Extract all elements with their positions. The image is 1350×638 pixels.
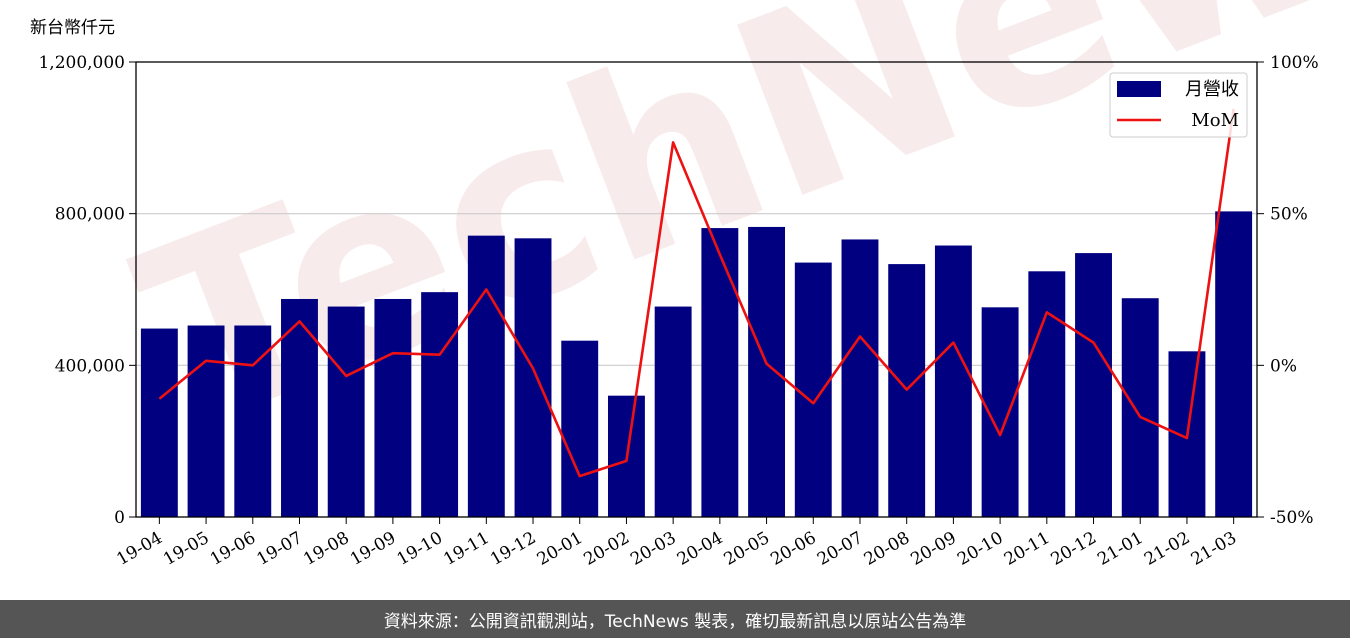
footer-text: 資料來源：公開資訊觀測站，TechNews 製表，確切最新訊息以原站公告為準 bbox=[383, 611, 967, 632]
x-tick-label-20-06: 20-06 bbox=[767, 528, 819, 570]
x-tick-label-19-12: 19-12 bbox=[487, 528, 539, 570]
y-left-tick-label: 800,000 bbox=[55, 205, 125, 225]
bar-19-08 bbox=[327, 306, 365, 517]
x-tick-label-19-10: 19-10 bbox=[394, 528, 446, 570]
mom-line bbox=[158, 108, 1235, 478]
x-tick-label-20-02: 20-02 bbox=[580, 528, 632, 570]
bar-20-03 bbox=[654, 306, 692, 517]
x-tick-label-19-11: 19-11 bbox=[440, 528, 492, 570]
y-left-tick-label: 400,000 bbox=[55, 356, 125, 376]
bar-19-10 bbox=[421, 292, 459, 517]
legend-label-line: MoM bbox=[1191, 110, 1239, 131]
left-axis: 0 400,000 800,000 1,200,000 bbox=[38, 53, 136, 528]
x-tick-label-19-09: 19-09 bbox=[347, 528, 399, 570]
y-right-tick-label: -50% bbox=[1270, 508, 1314, 528]
grid bbox=[136, 213, 1257, 366]
x-tick-label-20-11: 20-11 bbox=[1001, 528, 1053, 570]
bar-20-12 bbox=[1075, 253, 1112, 517]
legend: 月營收 MoM bbox=[1109, 72, 1248, 138]
y-left-tick-label: 0 bbox=[114, 508, 125, 528]
bar-20-01 bbox=[561, 340, 599, 517]
right-axis: -50% 0% 50% 100% bbox=[1257, 53, 1319, 528]
bar-21-01 bbox=[1121, 298, 1159, 517]
footer: 資料來源：公開資訊觀測站，TechNews 製表，確切最新訊息以原站公告為準 bbox=[0, 600, 1350, 638]
bar-20-05 bbox=[748, 226, 786, 517]
x-tick-label-20-10: 20-10 bbox=[954, 528, 1006, 570]
bar-19-06 bbox=[234, 325, 272, 517]
bar-20-06 bbox=[794, 262, 832, 517]
unit-label: 新台幣仟元 bbox=[30, 18, 115, 38]
bar-19-09 bbox=[374, 298, 412, 517]
bar-19-11 bbox=[467, 235, 505, 518]
x-tick-label-19-04: 19-04 bbox=[113, 528, 165, 570]
bar-20-07 bbox=[841, 239, 879, 517]
y-right-tick-label: 50% bbox=[1270, 205, 1308, 225]
x-tick-label-21-01: 21-01 bbox=[1094, 528, 1146, 570]
plot-frame bbox=[135, 61, 1258, 518]
mom-series bbox=[158, 108, 1235, 478]
bar-20-11 bbox=[1028, 271, 1066, 517]
x-tick-label-20-04: 20-04 bbox=[674, 528, 726, 570]
bar-19-04 bbox=[140, 328, 178, 517]
bar-series bbox=[140, 211, 1253, 518]
legend-swatch-bar bbox=[1117, 81, 1161, 97]
x-tick-label-20-08: 20-08 bbox=[861, 528, 913, 570]
x-tick-label-20-07: 20-07 bbox=[814, 528, 866, 570]
y-left-tick-label: 1,200,000 bbox=[38, 53, 125, 73]
x-axis: 19-0419-0519-0619-0719-0819-0919-1019-11… bbox=[113, 517, 1240, 570]
x-tick-label-20-09: 20-09 bbox=[907, 528, 959, 570]
bar-19-12 bbox=[514, 238, 552, 517]
x-tick-label-21-03: 21-03 bbox=[1188, 528, 1240, 570]
x-tick-label-19-05: 19-05 bbox=[160, 528, 212, 570]
y-right-tick-label: 0% bbox=[1270, 356, 1297, 376]
x-tick-label-19-07: 19-07 bbox=[254, 528, 306, 570]
bar-20-04 bbox=[701, 228, 739, 517]
legend-label-bar: 月營收 bbox=[1185, 79, 1239, 100]
bar-19-07 bbox=[281, 298, 318, 517]
bar-21-03 bbox=[1215, 211, 1253, 517]
x-tick-label-19-06: 19-06 bbox=[207, 528, 259, 570]
x-tick-label-19-08: 19-08 bbox=[300, 528, 352, 570]
x-tick-label-20-12: 20-12 bbox=[1048, 528, 1100, 570]
y-right-tick-label: 100% bbox=[1270, 53, 1319, 73]
x-tick-label-20-05: 20-05 bbox=[721, 528, 773, 570]
bar-19-05 bbox=[187, 325, 225, 517]
bar-20-09 bbox=[934, 245, 972, 517]
x-tick-label-20-01: 20-01 bbox=[534, 528, 586, 570]
x-tick-label-20-03: 20-03 bbox=[627, 528, 679, 570]
x-tick-label-21-02: 21-02 bbox=[1141, 528, 1193, 570]
